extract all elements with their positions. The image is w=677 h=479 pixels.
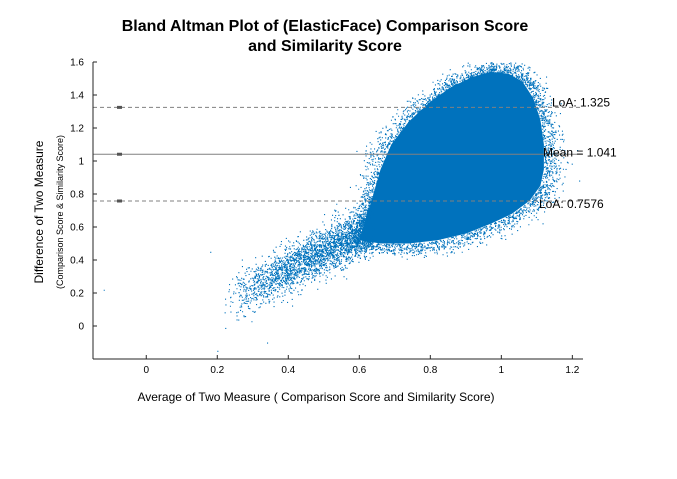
y-tick-label: 0.8	[70, 190, 84, 201]
x-tick-label: 1.2	[565, 365, 579, 376]
reference-line-label-2: LoA: 0.7576	[539, 197, 604, 211]
axes: 0 0.2 0.4 0.6 0.8 1 1.2 0 0.2 0.4 0.6 0.8 1 1.2 1.4 1.6	[70, 58, 583, 376]
y-tick-label: 0	[78, 322, 84, 333]
y-axis-sublabel: (Comparison Score & Similarity Score)	[55, 135, 65, 289]
y-tick-label: 0.6	[70, 223, 84, 234]
annotations: LoA: 1.325 Mean = 1.041 LoA: 0.7576	[539, 96, 617, 212]
chart-title-line-2: and Similarity Score	[248, 38, 402, 55]
reference-line-marker-0	[117, 105, 122, 109]
x-tick-label: 0	[143, 365, 149, 376]
x-tick-label: 0.6	[352, 365, 366, 376]
reference-lines	[93, 105, 583, 203]
y-axis-label: Difference of Two Measure	[32, 140, 46, 283]
chart-title-line-1: Bland Altman Plot of (ElasticFace) Compa…	[122, 18, 529, 35]
x-tick-label: 1	[499, 365, 505, 376]
x-tick-label: 0.8	[423, 365, 437, 376]
dense-point-region	[359, 71, 544, 244]
x-tick-label: 0.4	[281, 365, 295, 376]
y-tick-label: 0.4	[70, 256, 84, 267]
x-tick-label: 0.2	[210, 365, 224, 376]
reference-line-marker-2	[117, 199, 122, 203]
reference-line-label-0: LoA: 1.325	[552, 96, 610, 110]
reference-line-marker-1	[117, 152, 122, 156]
scatter-points	[103, 62, 581, 352]
scatter-dots	[103, 62, 581, 352]
y-tick-label: 1.6	[70, 58, 84, 69]
reference-line-label-1: Mean = 1.041	[543, 145, 617, 159]
y-tick-label: 0.2	[70, 289, 84, 300]
y-tick-label: 1	[78, 157, 84, 168]
y-tick-label: 1.2	[70, 124, 84, 135]
x-axis-label: Average of Two Measure ( Comparison Scor…	[137, 390, 494, 404]
y-tick-label: 1.4	[70, 91, 84, 102]
